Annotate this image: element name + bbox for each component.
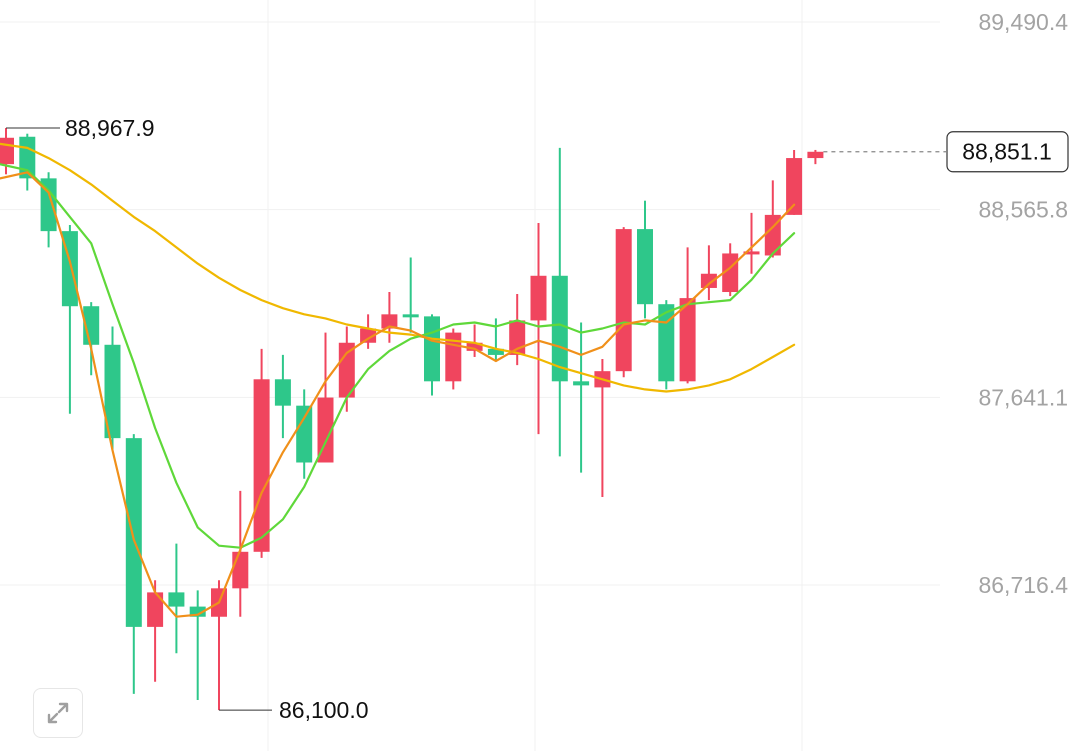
candle xyxy=(402,257,419,333)
candle xyxy=(125,434,142,694)
candle xyxy=(253,348,270,558)
candle xyxy=(274,354,291,439)
candle-body xyxy=(764,214,781,256)
candle-body xyxy=(530,275,547,321)
candle-body xyxy=(0,137,14,165)
y-tick-label: 87,641.1 xyxy=(978,384,1068,410)
candle-body xyxy=(168,592,185,607)
moving-averages-layer xyxy=(0,142,796,618)
candle-body xyxy=(147,592,164,627)
y-tick-label: 88,565.8 xyxy=(978,197,1068,223)
candle-body xyxy=(253,379,270,552)
expand-arrows-icon xyxy=(47,702,69,724)
candle-body xyxy=(487,348,504,355)
candle xyxy=(232,490,249,617)
candle-body xyxy=(360,328,377,343)
candle-body xyxy=(296,405,313,463)
candle xyxy=(615,227,632,378)
candle-body xyxy=(125,438,142,627)
grid-layer xyxy=(0,0,940,751)
candle-body xyxy=(317,397,334,463)
candle-body xyxy=(679,298,696,382)
candle xyxy=(722,243,739,297)
candle xyxy=(360,314,377,349)
candle-body xyxy=(658,304,675,382)
y-tick-label: 89,490.4 xyxy=(978,9,1068,35)
candle xyxy=(466,324,483,357)
candle-body xyxy=(274,379,291,406)
candle xyxy=(679,247,696,384)
candle xyxy=(424,314,440,396)
candle xyxy=(189,590,206,700)
current-price-label: 88,851.1 xyxy=(962,139,1052,165)
candle-body xyxy=(743,251,760,255)
expand-chart-button[interactable] xyxy=(33,688,83,738)
candle xyxy=(530,223,547,435)
candle xyxy=(637,200,653,319)
candle-body xyxy=(786,158,803,215)
candle xyxy=(764,180,781,258)
current-price-tag xyxy=(946,131,1069,173)
candle xyxy=(19,133,36,191)
candle xyxy=(83,302,100,376)
candle-body xyxy=(40,178,57,232)
ma-fast-line xyxy=(0,171,796,618)
candle-body xyxy=(402,314,419,318)
candle-body xyxy=(466,342,483,351)
candle xyxy=(317,332,334,463)
candle xyxy=(61,225,78,414)
candle-body xyxy=(424,316,440,382)
candle xyxy=(551,147,568,457)
candle xyxy=(445,328,462,390)
price-markers-layer: 88,967.9 86,100.0 88,851.1 xyxy=(6,115,1069,723)
candle xyxy=(296,389,313,479)
candle-body xyxy=(807,151,824,159)
candle-body xyxy=(189,606,206,617)
candle-body xyxy=(551,275,568,382)
ma-mid-line xyxy=(0,163,796,549)
candle xyxy=(743,212,760,274)
candle xyxy=(573,322,590,473)
candle-body xyxy=(104,344,121,439)
candle xyxy=(807,149,824,165)
candle-body xyxy=(615,229,632,372)
high-marker-label: 88,967.9 xyxy=(65,115,155,141)
candle xyxy=(40,172,57,248)
low-marker-label: 86,100.0 xyxy=(279,697,369,723)
candle-body xyxy=(573,381,590,386)
price-axis: 89,490.4 88,565.8 87,641.1 86,716.4 xyxy=(978,9,1068,598)
candles-layer xyxy=(0,128,824,711)
candle xyxy=(168,543,185,654)
ma-slow-line xyxy=(0,142,796,393)
candle xyxy=(147,580,164,682)
y-tick-label: 86,716.4 xyxy=(978,572,1068,598)
candle xyxy=(700,245,717,301)
candle-body xyxy=(381,314,398,329)
candle-body xyxy=(700,273,717,288)
candle-body xyxy=(637,229,653,305)
candle xyxy=(104,326,121,451)
candle xyxy=(381,292,398,343)
candle-body xyxy=(232,551,249,589)
candle xyxy=(658,300,675,390)
